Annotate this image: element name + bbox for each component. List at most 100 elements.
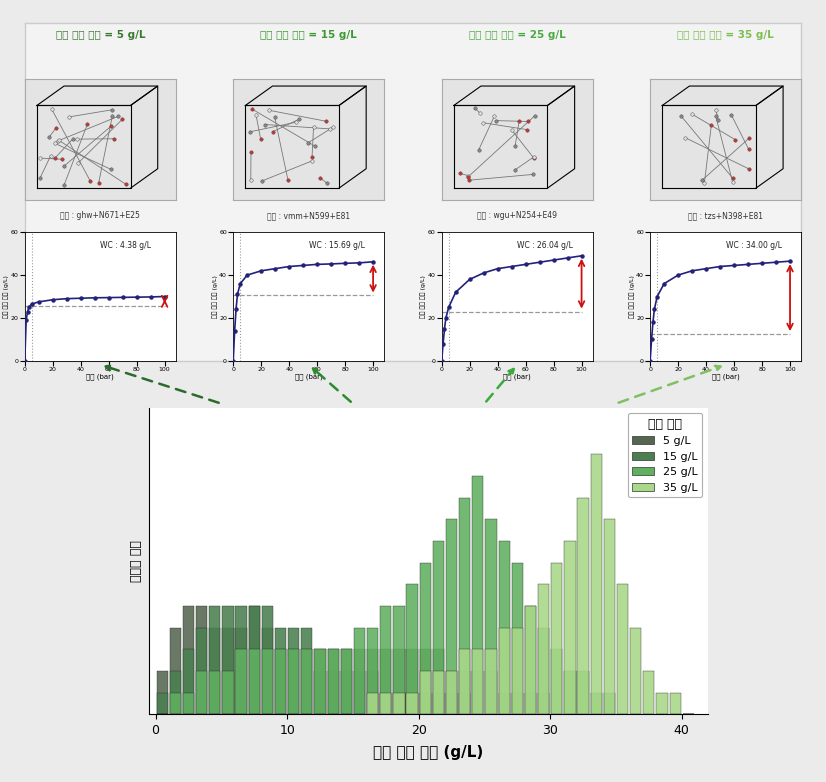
X-axis label: 압력 (bar): 압력 (bar): [87, 374, 114, 380]
X-axis label: 압력 (bar): 압력 (bar): [295, 374, 323, 380]
Bar: [209, 606, 221, 714]
Text: 목표 사용 용량 = 15 g/L: 목표 사용 용량 = 15 g/L: [260, 30, 357, 40]
Bar: [551, 649, 563, 714]
Text: 구조 : wgu+N254+E49: 구조 : wgu+N254+E49: [477, 211, 558, 221]
Bar: [235, 606, 247, 714]
Bar: [446, 519, 457, 714]
Bar: [249, 606, 260, 714]
Bar: [249, 606, 260, 714]
Bar: [169, 671, 181, 714]
Bar: [262, 628, 273, 714]
Bar: [591, 454, 602, 714]
Bar: [354, 628, 365, 714]
Bar: [328, 671, 339, 714]
Bar: [433, 541, 444, 714]
Bar: [288, 649, 299, 714]
Y-axis label: 수소 저장 용량 (g/L): 수소 저장 용량 (g/L): [3, 275, 9, 318]
Bar: [393, 693, 405, 714]
Bar: [499, 541, 510, 714]
Bar: [262, 606, 273, 714]
Bar: [459, 693, 470, 714]
Bar: [380, 606, 392, 714]
Bar: [315, 649, 325, 714]
Text: 구조 : tzs+N398+E81: 구조 : tzs+N398+E81: [688, 211, 763, 221]
Bar: [301, 649, 312, 714]
Bar: [235, 628, 247, 714]
Bar: [222, 606, 234, 714]
Bar: [315, 649, 325, 714]
Y-axis label: 정규화 빈도: 정규화 빈도: [131, 540, 144, 582]
Bar: [209, 671, 221, 714]
Bar: [617, 584, 628, 714]
Bar: [512, 562, 523, 714]
Bar: [196, 606, 207, 714]
Text: WC : 15.69 g/L: WC : 15.69 g/L: [309, 241, 364, 249]
Bar: [301, 628, 312, 714]
Bar: [328, 649, 339, 714]
Bar: [538, 693, 549, 714]
Bar: [486, 649, 496, 714]
Bar: [196, 671, 207, 714]
Text: 구조 : vmm+N599+E81: 구조 : vmm+N599+E81: [267, 211, 350, 221]
Bar: [315, 671, 325, 714]
Bar: [169, 693, 181, 714]
Bar: [433, 671, 444, 714]
Bar: [420, 649, 431, 714]
Bar: [183, 693, 194, 714]
Bar: [380, 693, 392, 714]
Bar: [393, 693, 405, 714]
Bar: [577, 497, 589, 714]
Bar: [183, 606, 194, 714]
Bar: [630, 628, 641, 714]
Bar: [420, 671, 431, 714]
Bar: [275, 649, 286, 714]
Bar: [538, 628, 549, 714]
Bar: [367, 693, 378, 714]
Bar: [420, 562, 431, 714]
Bar: [446, 671, 457, 714]
Bar: [459, 497, 470, 714]
Bar: [525, 606, 536, 714]
Bar: [459, 671, 470, 714]
Bar: [486, 519, 496, 714]
Bar: [367, 649, 378, 714]
Bar: [380, 649, 392, 714]
Text: WC : 26.04 g/L: WC : 26.04 g/L: [517, 241, 573, 249]
Bar: [406, 649, 418, 714]
Bar: [643, 671, 654, 714]
Bar: [222, 671, 234, 714]
Bar: [406, 693, 418, 714]
Bar: [472, 476, 483, 714]
Text: 구조 : ghw+N671+E25: 구조 : ghw+N671+E25: [60, 211, 140, 221]
Bar: [551, 562, 563, 714]
Text: 목표 사용 용량 = 25 g/L: 목표 사용 용량 = 25 g/L: [469, 30, 566, 40]
X-axis label: 압력 (bar): 압력 (bar): [503, 374, 531, 380]
Y-axis label: 수소 저장 용량 (g/L): 수소 저장 용량 (g/L): [629, 275, 634, 318]
Bar: [367, 628, 378, 714]
Bar: [157, 693, 168, 714]
Bar: [367, 671, 378, 714]
Bar: [564, 541, 576, 714]
Bar: [433, 693, 444, 714]
X-axis label: 수소 저장 용량 (g/L): 수소 저장 용량 (g/L): [373, 745, 484, 760]
Bar: [249, 649, 260, 714]
Bar: [393, 649, 405, 714]
Bar: [341, 649, 352, 714]
Bar: [328, 649, 339, 714]
Bar: [499, 628, 510, 714]
Bar: [433, 649, 444, 714]
Bar: [564, 671, 576, 714]
Bar: [222, 628, 234, 714]
Bar: [341, 671, 352, 714]
Bar: [472, 671, 483, 714]
Text: WC : 4.38 g/L: WC : 4.38 g/L: [100, 241, 151, 249]
Y-axis label: 수소 저장 용량 (g/L): 수소 저장 용량 (g/L): [212, 275, 218, 318]
Bar: [420, 693, 431, 714]
Bar: [604, 693, 615, 714]
Bar: [380, 693, 392, 714]
Bar: [275, 649, 286, 714]
X-axis label: 압력 (bar): 압력 (bar): [712, 374, 739, 380]
Bar: [262, 649, 273, 714]
Bar: [288, 649, 299, 714]
Bar: [183, 649, 194, 714]
